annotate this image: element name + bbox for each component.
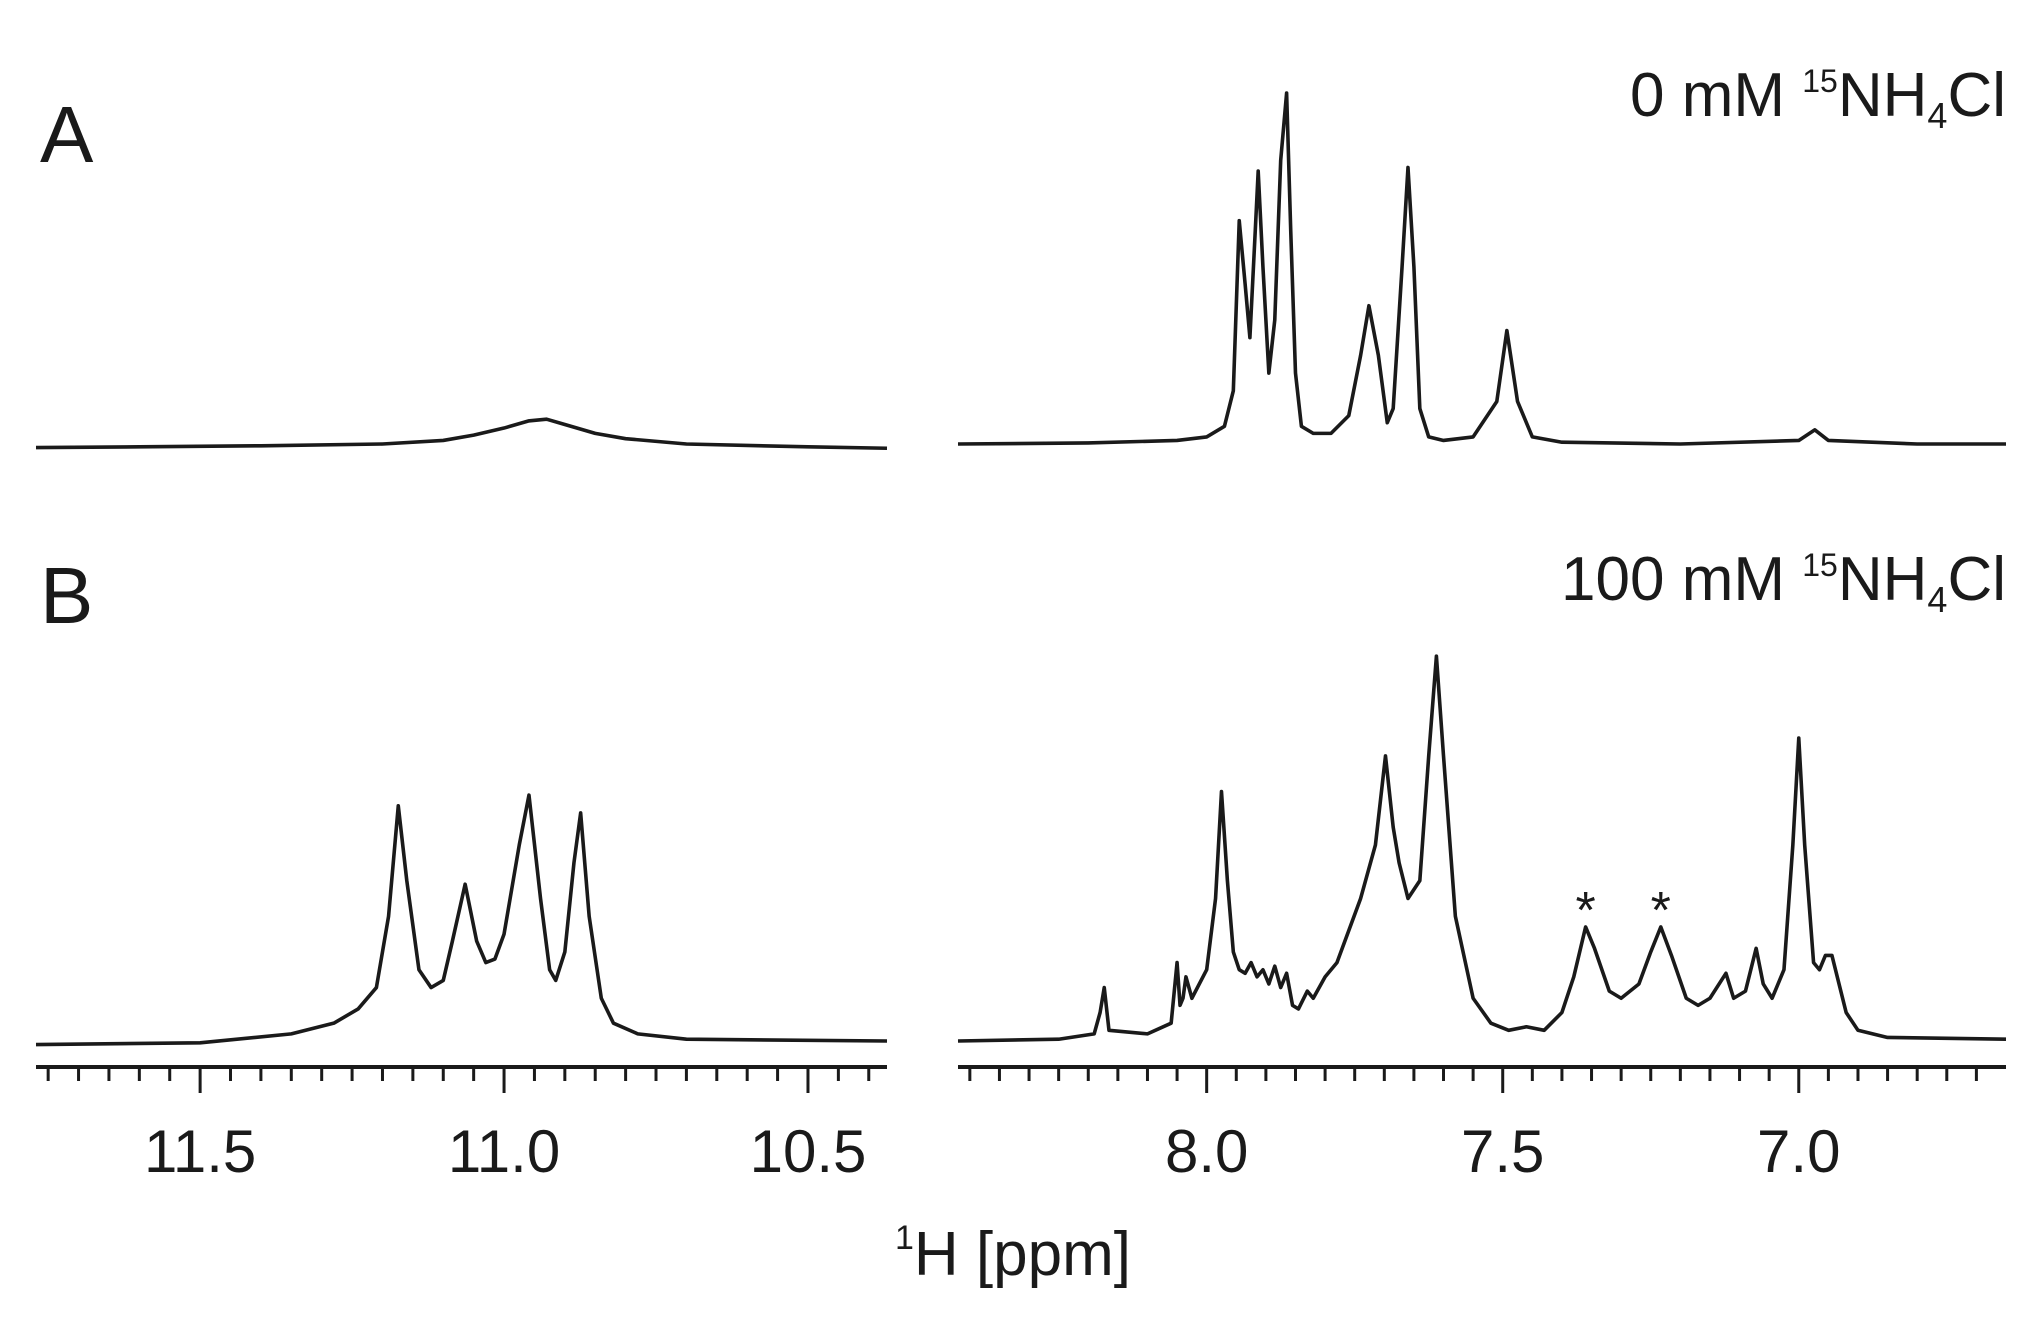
title-part: NH [1838,545,1928,614]
x-tick-label: 11.5 [144,1118,256,1185]
spectrum-line [957,654,2007,1043]
x-tick-label: 7.0 [1757,1118,1840,1185]
panel-title: 100 mM 15NH4Cl [1561,545,2006,620]
title-part: Cl [1947,545,2006,614]
peak-annotation: * [1575,882,1595,940]
x-label-main: H [ppm] [914,1220,1131,1289]
x-label-sup: 1 [895,1219,914,1257]
title-part: 100 mM [1561,545,1802,614]
spectrum-line [957,91,2006,446]
spectrum-line [35,793,888,1047]
x-tick-label: 7.5 [1461,1118,1544,1185]
peak-annotation: * [1651,882,1671,940]
x-tick-label: 8.0 [1165,1118,1248,1185]
title-part: 0 mM [1630,61,1802,130]
title-part: Cl [1947,61,2006,130]
x-tick-label: 10.5 [750,1118,867,1185]
title-part: 15 [1802,63,1838,99]
panel-title: 0 mM 15NH4Cl [1630,61,2006,136]
panel-label: A [40,90,94,179]
title-part: 4 [1927,579,1947,620]
title-part: NH [1838,61,1928,130]
x-tick-label: 11.0 [448,1118,560,1185]
spectrum-line [35,417,888,451]
panel-label: B [40,551,93,640]
x-axis-label: 1H [ppm] [895,1219,1131,1289]
title-part: 4 [1927,95,1947,136]
title-part: 15 [1802,547,1838,583]
